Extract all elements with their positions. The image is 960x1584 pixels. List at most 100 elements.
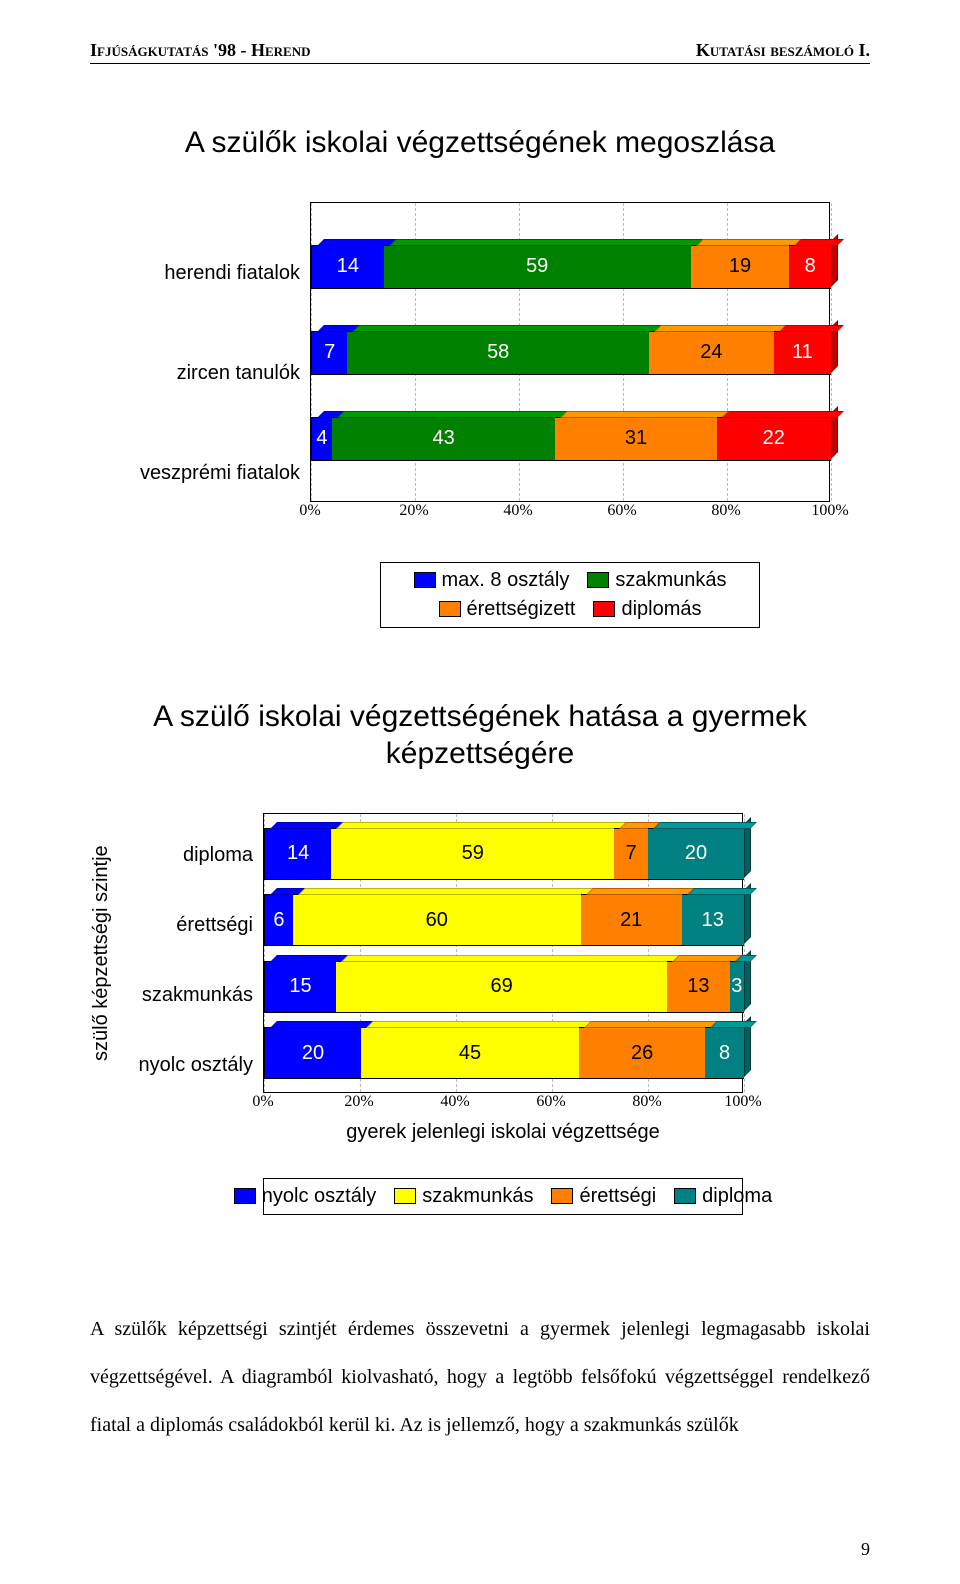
legend-swatch [674, 1188, 696, 1204]
chart2-bar-row: 6602113 [264, 894, 744, 946]
chart1-segment: 11 [774, 331, 831, 375]
header-right: Kutatási beszámoló I. [696, 40, 870, 61]
chart2-x-tick: 80% [632, 1093, 661, 1111]
chart2-x-tick: 60% [536, 1093, 565, 1111]
page-header: Ifjúságkutatás '98 - Herend Kutatási bes… [90, 40, 870, 64]
chart1-y-labels: herendi fiatalok zircen tanulók veszprémi … [120, 202, 310, 502]
body-paragraph: A szülők képzettségi szintjét érdemes ös… [90, 1305, 870, 1449]
chart2-legend-item: szakmunkás [394, 1185, 533, 1208]
chart1-y-label: zircen tanulók [120, 351, 300, 395]
chart2-x-tick: 40% [440, 1093, 469, 1111]
chart1-x-tick: 40% [503, 502, 532, 520]
chart2-bars: 1459720660211315691332045268 [264, 814, 742, 1092]
legend-label: max. 8 osztály [442, 569, 570, 592]
chart2-segment: 45 [361, 1027, 579, 1079]
chart2-y-label: nyolc osztály [113, 1039, 253, 1091]
chart2-segment: 13 [667, 961, 729, 1013]
chart2-y-labels: diploma érettségi szakmunkás nyolc osztály [113, 813, 263, 1093]
chart2-segment: 8 [705, 1027, 744, 1079]
legend-swatch [234, 1188, 256, 1204]
chart1-segment: 7 [311, 331, 347, 375]
chart1-segment: 8 [789, 245, 831, 289]
legend-swatch [587, 572, 609, 588]
chart1-y-label: veszprémi fiatalok [120, 451, 300, 495]
chart2-xticks: 0%20%40%60%80%100% [263, 1093, 743, 1119]
chart1-legend-item: max. 8 osztály [414, 569, 570, 592]
chart1-segment: 43 [332, 417, 556, 461]
chart2-segment: 3 [730, 961, 744, 1013]
chart2-y-label: érettségi [113, 899, 253, 951]
chart2-segment: 6 [264, 894, 293, 946]
legend-swatch [551, 1188, 573, 1204]
chart1-x-tick: 0% [299, 502, 320, 520]
chart1-bars: 1459198 7582411 4433122 [311, 203, 829, 501]
chart1-legend-item: érettségizett [439, 598, 576, 621]
chart1-segment: 59 [384, 245, 691, 289]
legend-swatch [439, 601, 461, 617]
chart2-segment: 60 [293, 894, 581, 946]
chart1-x-tick: 60% [607, 502, 636, 520]
chart2-segment: 26 [579, 1027, 705, 1079]
chart2-legend-item: diploma [674, 1185, 772, 1208]
chart2-segment: 15 [264, 961, 336, 1013]
chart1-segment: 19 [691, 245, 790, 289]
chart1-plot: 1459198 7582411 4433122 [310, 202, 830, 502]
chart2-segment: 59 [331, 828, 614, 880]
chart1-xticks: 0%20%40%60%80%100% [310, 502, 830, 528]
chart2-bar-row: 1569133 [264, 961, 744, 1013]
chart2-y-axis-label: szülő képzettségi szintje [90, 813, 113, 1093]
chart2-legend-item: nyolc osztály [234, 1185, 377, 1208]
legend-label: diploma [702, 1185, 772, 1208]
chart2: A szülő iskolai végzettségének hatása a … [90, 698, 870, 1215]
chart2-bar-row: 1459720 [264, 828, 744, 880]
chart2-plot: 1459720660211315691332045268 [263, 813, 743, 1093]
chart1-legend-item: szakmunkás [587, 569, 726, 592]
chart1-bar-row: 4433122 [311, 417, 831, 461]
chart1-bars-area: herendi fiatalok zircen tanulók veszprémi … [120, 202, 870, 628]
chart2-legend-item: érettségi [551, 1185, 656, 1208]
page-number: 9 [861, 1539, 870, 1560]
chart1-x-tick: 100% [811, 502, 848, 520]
legend-swatch [394, 1188, 416, 1204]
chart1-title: A szülők iskolai végzettségének megoszlá… [90, 124, 870, 162]
chart1-segment: 22 [717, 417, 831, 461]
chart2-title: A szülő iskolai végzettségének hatása a … [90, 698, 870, 773]
chart1-bar-row: 1459198 [311, 245, 831, 289]
chart1-legend-item: diplomás [593, 598, 701, 621]
chart2-x-caption: gyerek jelenlegi iskolai végzettsége [263, 1121, 743, 1144]
chart1-segment: 31 [555, 417, 716, 461]
legend-swatch [414, 572, 436, 588]
chart2-segment: 21 [581, 894, 682, 946]
chart2-x-tick: 20% [344, 1093, 373, 1111]
chart2-segment: 14 [264, 828, 331, 880]
header-left: Ifjúságkutatás '98 - Herend [90, 40, 311, 61]
chart1-segment: 58 [347, 331, 649, 375]
chart2-x-tick: 100% [724, 1093, 761, 1111]
chart2-x-tick: 0% [252, 1093, 273, 1111]
chart1-x-tick: 80% [711, 502, 740, 520]
chart2-y-label: szakmunkás [113, 969, 253, 1021]
chart2-segment: 20 [264, 1027, 361, 1079]
page: Ifjúságkutatás '98 - Herend Kutatási bes… [0, 0, 960, 1584]
chart1-legend: max. 8 osztály szakmunkás érettségizett dip… [380, 562, 760, 628]
chart1-bar-row: 7582411 [311, 331, 831, 375]
legend-label: nyolc osztály [262, 1185, 377, 1208]
legend-label: szakmunkás [422, 1185, 533, 1208]
chart1-x-tick: 20% [399, 502, 428, 520]
chart1-segment: 4 [311, 417, 332, 461]
legend-swatch [593, 601, 615, 617]
chart2-segment: 7 [614, 828, 648, 880]
chart2-legend: nyolc osztályszakmunkásérettségidiploma [263, 1178, 743, 1215]
legend-label: szakmunkás [615, 569, 726, 592]
chart1-segment: 14 [311, 245, 384, 289]
chart2-bars-area: szülő képzettségi szintje diploma érettsé… [90, 813, 870, 1215]
chart1-segment: 24 [649, 331, 774, 375]
chart2-segment: 69 [336, 961, 667, 1013]
legend-label: érettségizett [467, 598, 576, 621]
chart2-segment: 20 [648, 828, 744, 880]
chart2-segment: 13 [682, 894, 744, 946]
chart2-y-label: diploma [113, 829, 253, 881]
legend-label: diplomás [621, 598, 701, 621]
chart1-y-label: herendi fiatalok [120, 251, 300, 295]
legend-label: érettségi [579, 1185, 656, 1208]
